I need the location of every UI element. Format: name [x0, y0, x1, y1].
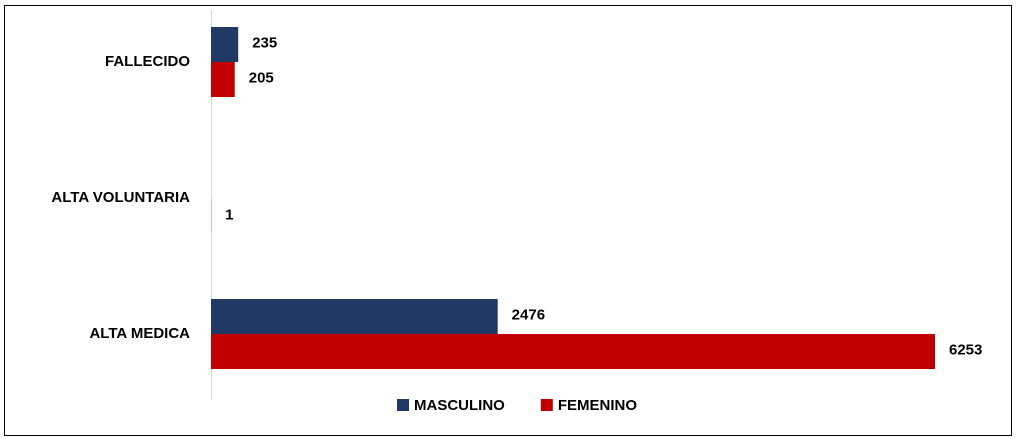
- y-tick-label: FALLECIDO: [105, 53, 190, 70]
- bar: [211, 27, 239, 62]
- data-label: 2476: [512, 306, 545, 323]
- data-label: 235: [252, 34, 277, 51]
- y-tick-label: ALTA VOLUNTARIA: [51, 189, 190, 206]
- data-label: 1: [225, 206, 233, 223]
- bar: [211, 334, 935, 369]
- legend-swatch: [397, 399, 409, 411]
- data-label: 6253: [949, 341, 982, 358]
- y-tick-label: ALTA MEDICA: [89, 325, 190, 342]
- legend-swatch: [540, 399, 553, 411]
- data-label: 205: [249, 69, 274, 86]
- legend-label: MASCULINO: [414, 397, 505, 414]
- chart-frame: [4, 5, 1012, 436]
- bar: [211, 299, 498, 334]
- bar: [211, 62, 235, 97]
- legend-label: FEMENINO: [558, 397, 638, 414]
